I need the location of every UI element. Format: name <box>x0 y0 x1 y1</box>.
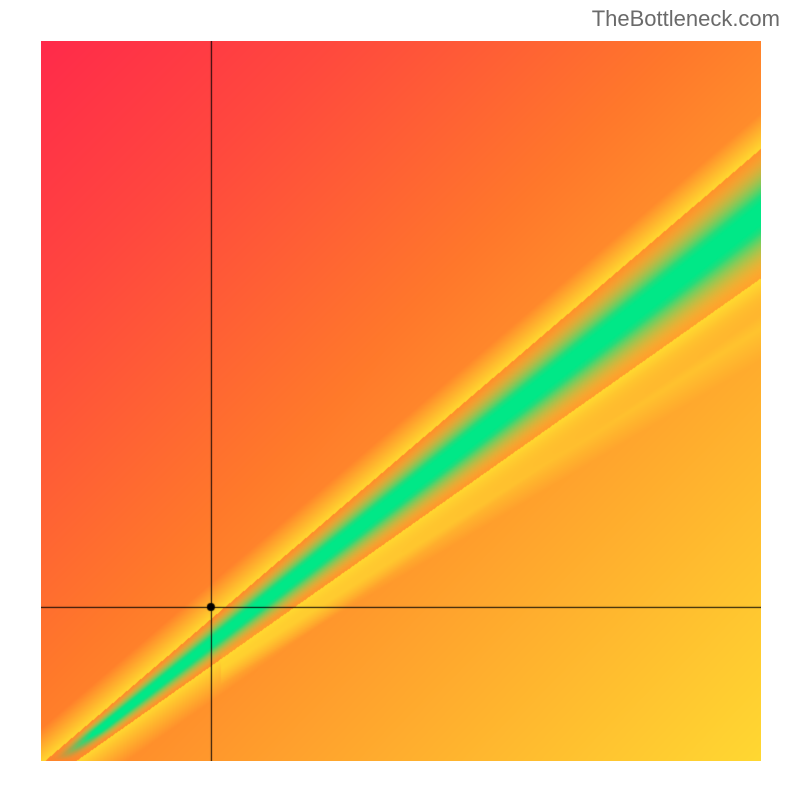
heatmap-canvas <box>41 41 761 761</box>
heatmap-chart <box>40 40 762 762</box>
watermark-text: TheBottleneck.com <box>592 6 780 32</box>
